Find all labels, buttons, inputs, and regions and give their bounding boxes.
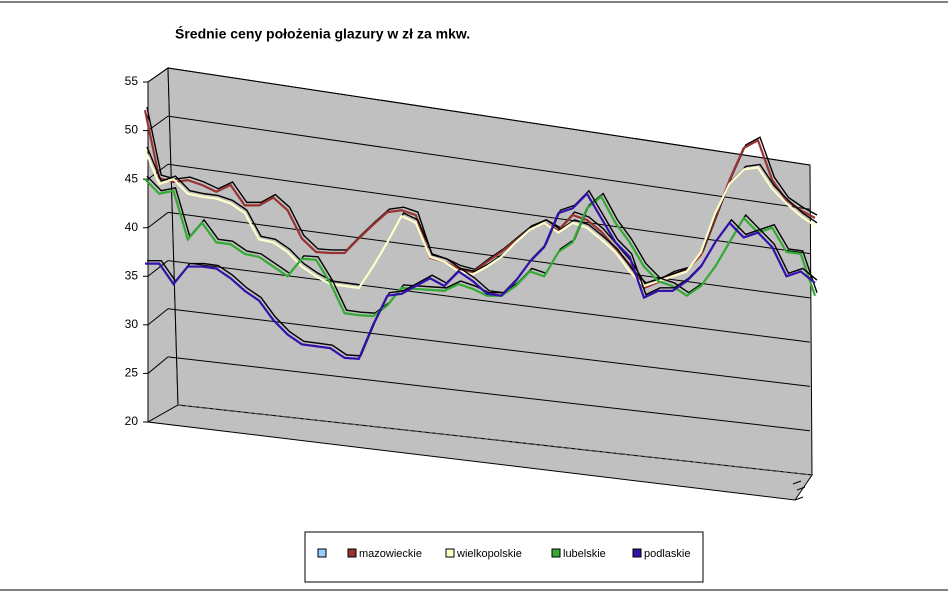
grid-line (147, 212, 169, 229)
y-tick-label: 30 (125, 317, 139, 331)
y-tick-label: 35 (125, 268, 139, 282)
legend-swatch (347, 548, 357, 558)
series-line (145, 191, 816, 361)
y-tick-label: 45 (125, 171, 139, 185)
grid-line (167, 260, 811, 343)
y-tick-label: 55 (125, 74, 139, 88)
y-tick-label: 50 (125, 123, 139, 137)
series-line (143, 149, 816, 290)
legend-swatch (317, 548, 327, 558)
y-tick-label: 20 (125, 414, 139, 428)
grid-line (167, 67, 811, 166)
floor-back-edge (177, 404, 813, 476)
grid-line (167, 356, 811, 432)
legend-swatch (632, 548, 642, 558)
chart-title: Średnie ceny położenia glazury w zł za m… (175, 25, 470, 42)
y-tick-label: 40 (125, 220, 139, 234)
grid-line (167, 115, 811, 210)
grid-line (147, 308, 169, 326)
legend-swatch (445, 548, 455, 558)
depth-ticks (792, 480, 806, 501)
legend-label: podlaskie (644, 548, 690, 560)
grid-line (147, 67, 169, 83)
grid-line (147, 356, 169, 374)
series-line (144, 178, 817, 318)
grid-line (147, 260, 169, 277)
legend-swatch (551, 548, 561, 558)
legend-label: wielkopolskie (456, 548, 522, 560)
legend-label: mazowieckie (359, 548, 422, 560)
y-tick-label: 25 (125, 366, 139, 380)
grid-line (167, 163, 811, 255)
back-wall (167, 67, 813, 476)
legend-label: lubelskie (563, 548, 606, 560)
